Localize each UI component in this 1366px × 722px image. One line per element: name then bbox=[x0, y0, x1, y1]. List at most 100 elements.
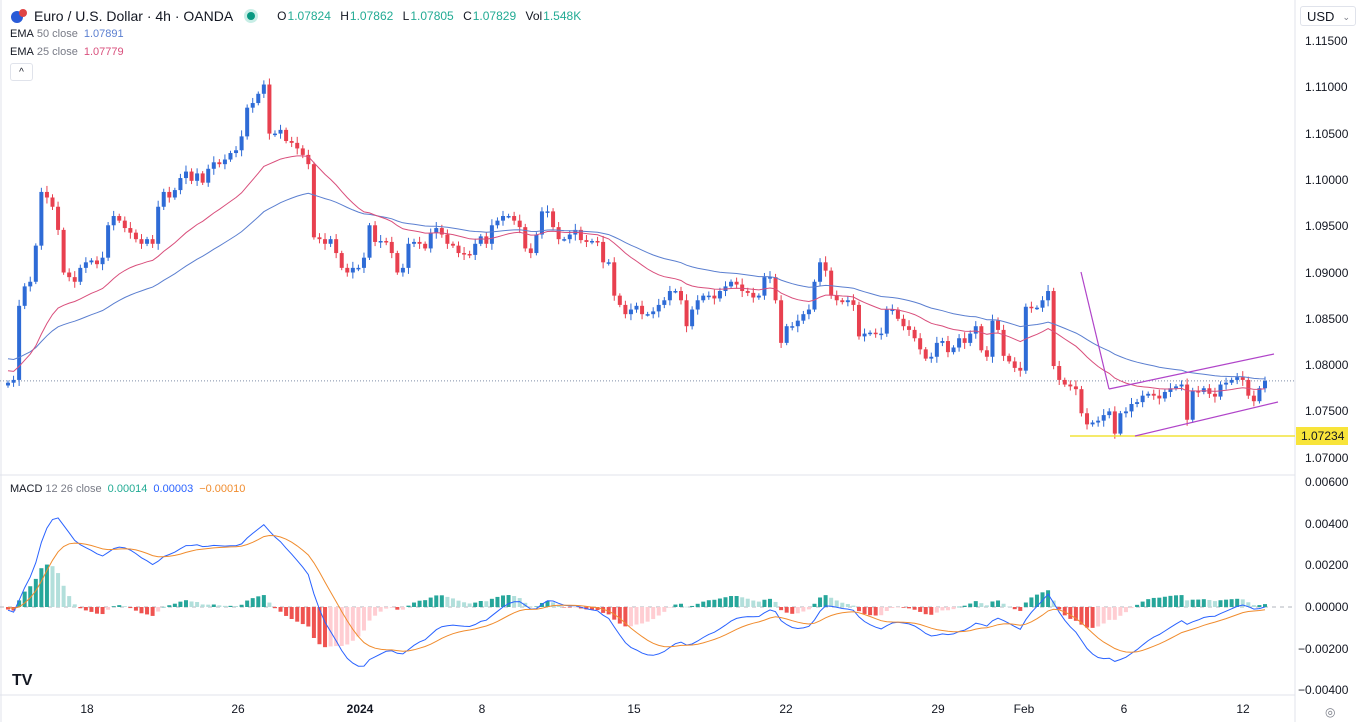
candle-body bbox=[1240, 377, 1245, 380]
macd-tick-label: 0.00400 bbox=[1305, 516, 1349, 531]
macd-histogram-bar bbox=[67, 596, 72, 607]
macd-params: 12 26 close bbox=[45, 483, 102, 495]
macd-histogram-bar bbox=[122, 606, 127, 607]
macd-histogram-bar bbox=[740, 597, 745, 607]
tradingview-logo[interactable]: TV bbox=[12, 672, 33, 689]
macd-histogram-bar bbox=[678, 603, 683, 607]
ema25-legend[interactable]: EMA 25 close 1.07779 bbox=[10, 46, 124, 59]
macd-histogram-bar bbox=[117, 605, 122, 607]
high-label: H bbox=[340, 9, 349, 23]
candle-body bbox=[1029, 306, 1034, 309]
macd-histogram-bar bbox=[695, 603, 700, 607]
macd-histogram-bar bbox=[918, 607, 923, 612]
candle-body bbox=[1129, 403, 1134, 412]
settings-icon[interactable]: ◎ bbox=[1325, 705, 1336, 719]
candle-body bbox=[506, 216, 511, 218]
macd-histogram-bar bbox=[996, 600, 1001, 607]
macd-histogram-bar bbox=[1235, 598, 1240, 607]
candle-body bbox=[951, 347, 956, 353]
candle-body bbox=[284, 129, 289, 142]
macd-histogram-bar bbox=[1012, 607, 1017, 610]
macd-histogram-bar bbox=[417, 600, 422, 607]
candle-body bbox=[784, 326, 789, 343]
candle-body bbox=[445, 234, 450, 244]
candle-body bbox=[400, 267, 405, 273]
macd-histogram-bar bbox=[912, 607, 917, 610]
macd-histogram-bar bbox=[567, 607, 572, 608]
candle-body bbox=[33, 245, 38, 282]
ema50-params: 50 close bbox=[36, 28, 78, 40]
price-tick-label: 1.11500 bbox=[1305, 34, 1348, 48]
macd-histogram-bar bbox=[1129, 607, 1134, 609]
macd-histogram-bar bbox=[1046, 590, 1051, 607]
macd-name: MACD bbox=[10, 483, 43, 495]
macd-line bbox=[7, 517, 1266, 667]
time-tick-label: Feb bbox=[1013, 702, 1035, 716]
candle-body bbox=[984, 350, 989, 357]
macd-histogram-bar bbox=[239, 604, 244, 607]
currency-select[interactable]: USD ⌄ bbox=[1300, 6, 1356, 26]
macd-legend[interactable]: MACD 12 26 close 0.00014 0.00003 −0.00010 bbox=[10, 483, 245, 496]
candle-body bbox=[1190, 391, 1195, 420]
macd-histogram-bar bbox=[439, 595, 444, 607]
macd-histogram-bar bbox=[39, 568, 44, 607]
candle-body bbox=[923, 349, 928, 359]
support-price-tag: 1.07234 bbox=[1296, 427, 1349, 446]
time-tick-label: 29 bbox=[931, 702, 945, 716]
macd-histogram-bar bbox=[44, 564, 49, 607]
macd-histogram-bar bbox=[617, 607, 622, 624]
candle-body bbox=[412, 241, 417, 244]
macd-line-value: 0.00003 bbox=[153, 483, 194, 495]
macd-histogram-bar bbox=[795, 607, 800, 614]
candle-body bbox=[895, 309, 900, 319]
candle-body bbox=[545, 211, 550, 213]
candle-body bbox=[1135, 402, 1140, 404]
candle-body bbox=[295, 142, 300, 149]
macd-histogram-bar bbox=[1123, 607, 1128, 613]
macd-histogram-bar bbox=[1007, 606, 1012, 608]
candle-body bbox=[562, 239, 567, 241]
macd-histogram-bar bbox=[22, 591, 27, 607]
candle-body bbox=[195, 173, 200, 181]
macd-histogram-bar bbox=[412, 602, 417, 607]
macd-histogram-bar bbox=[723, 597, 728, 607]
macd-histogram-bar bbox=[311, 607, 316, 638]
candle-body bbox=[818, 262, 823, 282]
candle-body bbox=[250, 103, 255, 108]
time-tick-label: 22 bbox=[779, 702, 793, 716]
candle-body bbox=[667, 291, 672, 301]
macd-histogram-bar bbox=[1029, 597, 1034, 607]
candle-body bbox=[673, 291, 678, 293]
candle-body bbox=[395, 253, 400, 273]
candle-body bbox=[161, 191, 166, 207]
macd-histogram-bar bbox=[1079, 607, 1084, 625]
candle-body bbox=[1090, 422, 1095, 425]
macd-histogram-bar bbox=[167, 605, 172, 607]
candle-body bbox=[539, 211, 544, 235]
collapse-legend-button[interactable]: ^ bbox=[10, 63, 33, 81]
signal-line bbox=[7, 534, 1266, 653]
macd-histogram-bar bbox=[934, 607, 939, 613]
candle-body bbox=[1179, 384, 1184, 387]
macd-histogram-bar bbox=[289, 607, 294, 619]
candle-body bbox=[272, 133, 277, 136]
macd-histogram-bar bbox=[779, 607, 784, 611]
candle-body bbox=[834, 295, 839, 301]
macd-tick-label: 0.00600 bbox=[1305, 475, 1349, 490]
candle-body bbox=[1123, 411, 1128, 414]
candle-body bbox=[106, 225, 111, 258]
candle-body bbox=[1101, 415, 1106, 421]
candle-body bbox=[523, 227, 528, 249]
candle-body bbox=[367, 225, 372, 258]
candle-body bbox=[150, 239, 155, 244]
ema50-legend[interactable]: EMA 50 close 1.07891 bbox=[10, 28, 124, 41]
price-tick-label: 1.09500 bbox=[1305, 219, 1349, 234]
candle-body bbox=[1057, 366, 1062, 380]
macd-histogram-bar bbox=[378, 607, 383, 612]
candle-body bbox=[528, 248, 533, 254]
macd-histogram-bar bbox=[706, 600, 711, 607]
symbol-title[interactable]: Euro / U.S. Dollar · 4h · OANDA bbox=[34, 8, 234, 24]
candle-body bbox=[973, 326, 978, 334]
candle-body bbox=[812, 281, 817, 310]
